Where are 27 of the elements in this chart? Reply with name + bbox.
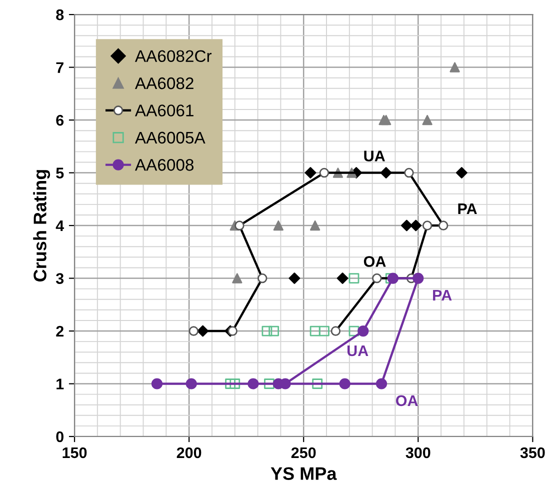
x-tick-label: 350 [520,447,545,458]
annotation: OA [364,256,386,267]
x-tick-label: 200 [176,447,202,458]
y-tick-label: 6 [56,114,64,126]
y-tick-label: 2 [56,326,64,337]
x-tick-label: 150 [62,447,87,458]
annotation: UA [347,345,368,356]
y-tick-label: 8 [56,9,64,20]
legend-label: AA6082 [134,77,194,90]
annotation: OA [396,395,418,406]
legend-label: AA6082Cr [134,50,212,62]
annotation: PA [433,290,452,300]
legend-label: AA6061 [134,104,194,116]
y-axis-title: Crush Rating [33,170,50,282]
annotation: UA [364,150,385,162]
y-tick-label: 4 [56,220,64,232]
x-tick-label: 300 [406,447,430,458]
annotation: PA [458,204,477,214]
x-tick-label: 250 [291,447,316,458]
y-tick-label: 5 [56,168,64,178]
y-tick-label: 1 [56,378,64,390]
legend-label: AA6005A [134,132,206,144]
legend-label: AA6008 [134,159,194,171]
x-axis-title: YS MPa [270,467,337,480]
y-tick-label: 0 [56,431,64,442]
y-tick-label: 3 [56,273,64,284]
y-tick-label: 7 [56,62,64,73]
